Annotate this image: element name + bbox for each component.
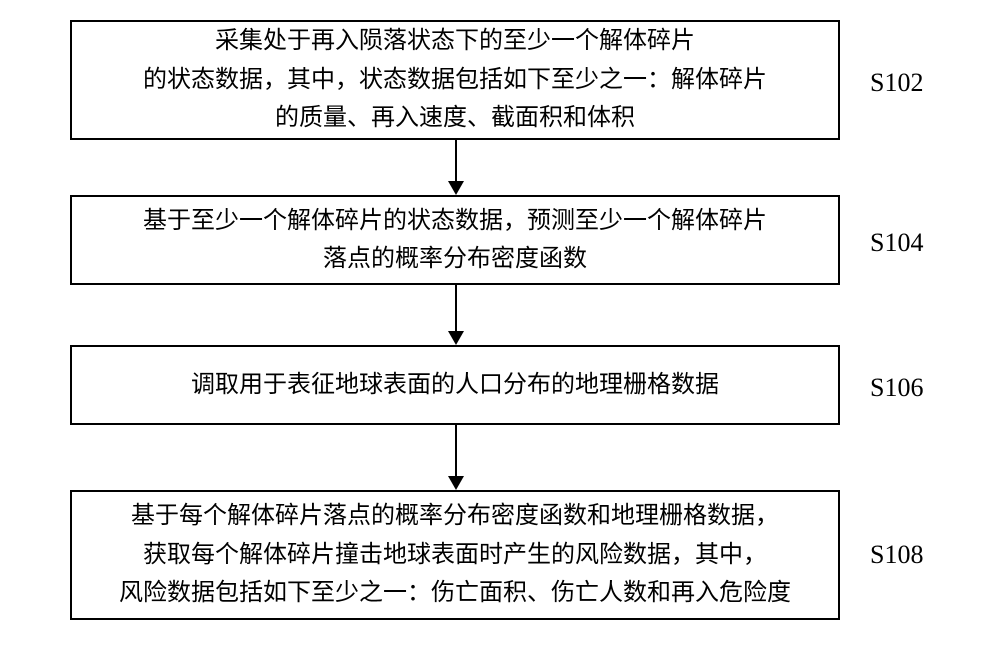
flow-node-text: 调取用于表征地球表面的人口分布的地理栅格数据: [191, 366, 719, 404]
flow-node-s104: 基于至少一个解体碎片的状态数据，预测至少一个解体碎片 落点的概率分布密度函数: [70, 195, 840, 285]
flow-node-text: 采集处于再入陨落状态下的至少一个解体碎片 的状态数据，其中，状态数据包括如下至少…: [143, 22, 767, 137]
flow-node-text: 基于至少一个解体碎片的状态数据，预测至少一个解体碎片 落点的概率分布密度函数: [143, 202, 767, 279]
arrow-head-icon: [448, 331, 464, 345]
flowchart-canvas: 采集处于再入陨落状态下的至少一个解体碎片 的状态数据，其中，状态数据包括如下至少…: [0, 0, 1000, 652]
step-label-s102: S102: [870, 68, 923, 98]
arrow-head-icon: [448, 181, 464, 195]
flow-node-s108: 基于每个解体碎片落点的概率分布密度函数和地理栅格数据， 获取每个解体碎片撞击地球…: [70, 490, 840, 620]
step-label-s106: S106: [870, 373, 923, 403]
flow-node-text: 基于每个解体碎片落点的概率分布密度函数和地理栅格数据， 获取每个解体碎片撞击地球…: [119, 497, 791, 612]
step-label-s108: S108: [870, 540, 923, 570]
step-label-s104: S104: [870, 228, 923, 258]
arrow-line: [455, 285, 457, 331]
flow-node-s106: 调取用于表征地球表面的人口分布的地理栅格数据: [70, 345, 840, 425]
arrow-line: [455, 140, 457, 181]
flow-node-s102: 采集处于再入陨落状态下的至少一个解体碎片 的状态数据，其中，状态数据包括如下至少…: [70, 20, 840, 140]
arrow-line: [455, 425, 457, 476]
arrow-head-icon: [448, 476, 464, 490]
